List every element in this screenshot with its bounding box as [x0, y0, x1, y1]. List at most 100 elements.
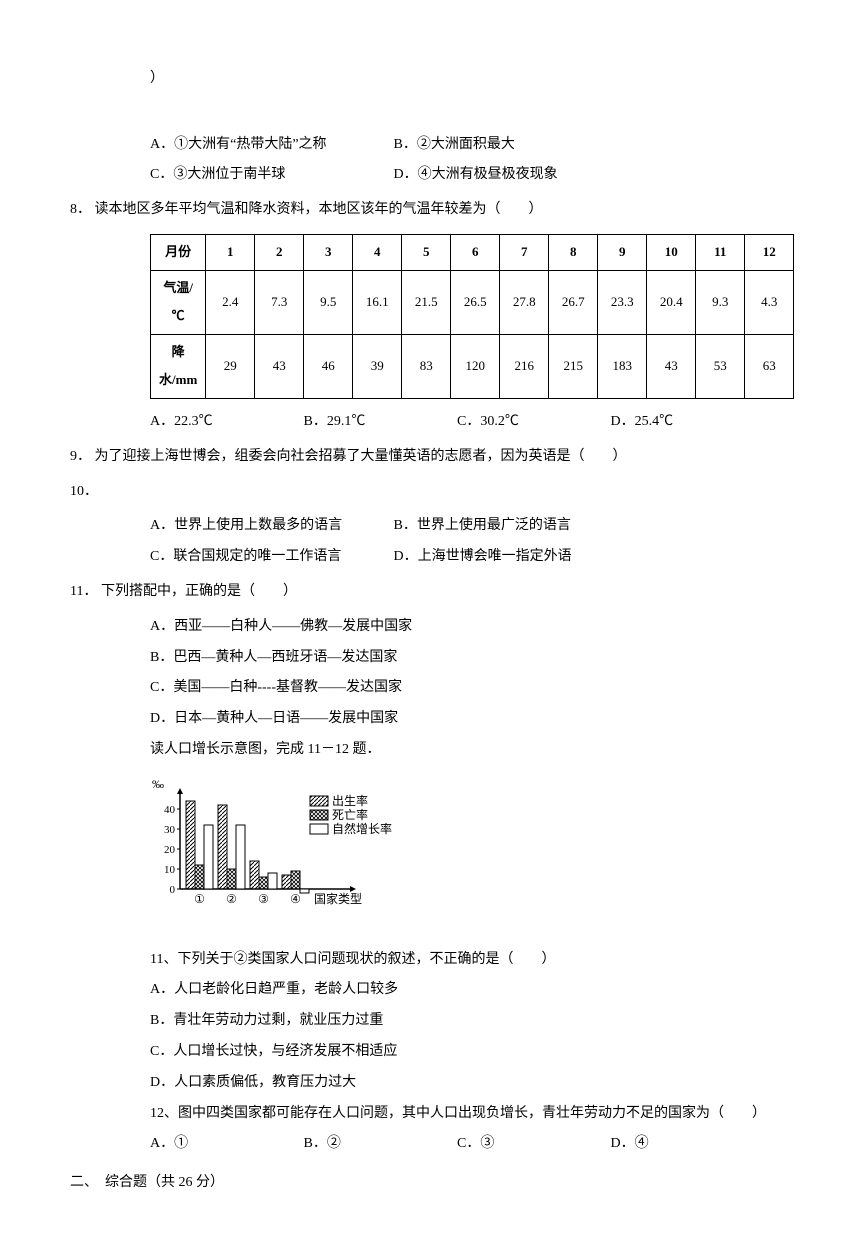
- q10-options-row2: C．联合国规定的唯一工作语言 D．上海世博会唯一指定外语: [70, 542, 790, 573]
- q8-text: 读本地区多年平均气温和降水资料，本地区该年的气温年较差为（ ）: [95, 202, 543, 217]
- table-cell: 183: [598, 334, 647, 398]
- svg-text:0: 0: [170, 884, 176, 896]
- table-header: 3: [304, 234, 353, 270]
- q10-option-c: C．联合国规定的唯一工作语言: [150, 542, 390, 573]
- table-row: 降水/mm2943463983120216215183435363: [151, 334, 794, 398]
- q11-option-b: B．巴西—黄种人—西班牙语—发达国家: [70, 643, 790, 674]
- table-cell: 21.5: [402, 270, 451, 334]
- q8: 8． 读本地区多年平均气温和降水资料，本地区该年的气温年较差为（ ）: [70, 195, 790, 226]
- svg-text:40: 40: [164, 804, 176, 816]
- table-cell: 215: [549, 334, 598, 398]
- q12-option-b: B．②: [304, 1129, 454, 1160]
- svg-text:自然增长率: 自然增长率: [332, 821, 392, 836]
- svg-text:‰: ‰: [152, 777, 164, 791]
- section-2-heading: 二、 综合题（共 26 分）: [70, 1168, 790, 1199]
- q10-option-b: B．世界上使用最广泛的语言: [394, 511, 634, 542]
- svg-text:20: 20: [164, 844, 176, 856]
- table-cell: 降水/mm: [151, 334, 206, 398]
- table-header: 10: [647, 234, 696, 270]
- q11sub-option-c: C．人口增长过快，与经济发展不相适应: [70, 1037, 790, 1068]
- q11sub-text: 11、下列关于②类国家人口问题现状的叙述，不正确的是（ ）: [70, 945, 790, 976]
- q11-num: 11．: [70, 577, 97, 608]
- q12-option-d: D．④: [611, 1129, 761, 1160]
- svg-text:30: 30: [164, 824, 176, 836]
- table-cell: 26.7: [549, 270, 598, 334]
- table-header: 4: [353, 234, 402, 270]
- table-cell: 气温/℃: [151, 270, 206, 334]
- svg-text:国家类型: 国家类型: [314, 891, 362, 906]
- q11-option-c: C．美国——白种----基督教——发达国家: [70, 673, 790, 704]
- q10: 10．: [70, 477, 790, 508]
- svg-text:①: ①: [194, 892, 205, 906]
- q9-num: 9．: [70, 442, 91, 473]
- table-header: 1: [206, 234, 255, 270]
- q11-text: 下列搭配中，正确的是（ ）: [101, 584, 297, 599]
- table-header: 6: [451, 234, 500, 270]
- table-cell: 20.4: [647, 270, 696, 334]
- q11sub-option-b: B．青壮年劳动力过剩，就业压力过重: [70, 1006, 790, 1037]
- svg-text:10: 10: [164, 864, 176, 876]
- svg-text:出生率: 出生率: [332, 793, 368, 808]
- q7-option-c: C．③大洲位于南半球: [150, 160, 390, 191]
- chart-intro: 读人口增长示意图，完成 11－12 题．: [70, 735, 790, 766]
- q7-option-b: B．②大洲面积最大: [394, 130, 634, 161]
- svg-text:②: ②: [226, 892, 237, 906]
- q8-option-d: D．25.4℃: [611, 407, 761, 438]
- table-cell: 7.3: [255, 270, 304, 334]
- table-cell: 83: [402, 334, 451, 398]
- table-header: 2: [255, 234, 304, 270]
- q8-num: 8．: [70, 195, 91, 226]
- q7-tail: ）: [70, 64, 790, 95]
- table-cell: 43: [647, 334, 696, 398]
- svg-text:死亡率: 死亡率: [332, 807, 368, 822]
- table-cell: 63: [745, 334, 794, 398]
- q12-option-c: C．③: [457, 1129, 607, 1160]
- q10-option-a: A．世界上使用上数最多的语言: [150, 511, 390, 542]
- q7-options-row1: A．①大洲有“热带大陆”之称 B．②大洲面积最大: [70, 130, 790, 161]
- table-cell: 26.5: [451, 270, 500, 334]
- svg-text:④: ④: [290, 892, 301, 906]
- q12-text: 12、图中四类国家都可能存在人口问题，其中人口出现负增长，青壮年劳动力不足的国家…: [70, 1099, 790, 1130]
- q7-option-a: A．①大洲有“热带大陆”之称: [150, 130, 390, 161]
- table-header: 9: [598, 234, 647, 270]
- population-chart: ‰ 0 10 20 30 40 ① ② ③ ④ 国家类型 出生率死亡率自然增长率: [70, 774, 790, 937]
- chart-svg: ‰ 0 10 20 30 40 ① ② ③ ④ 国家类型 出生率死亡率自然增长率: [150, 774, 410, 924]
- svg-text:③: ③: [258, 892, 269, 906]
- q11-option-d: D．日本—黄种人—日语——发展中国家: [70, 704, 790, 735]
- q10-options-row1: A．世界上使用上数最多的语言 B．世界上使用最广泛的语言: [70, 511, 790, 542]
- table-header: 11: [696, 234, 745, 270]
- q8-data-table: 月份123456789101112 气温/℃2.47.39.516.121.52…: [150, 234, 794, 399]
- table-cell: 23.3: [598, 270, 647, 334]
- q9-text: 为了迎接上海世博会，组委会向社会招募了大量懂英语的志愿者，因为英语是（ ）: [95, 449, 627, 464]
- table-cell: 43: [255, 334, 304, 398]
- table-cell: 2.4: [206, 270, 255, 334]
- table-header: 5: [402, 234, 451, 270]
- q11sub-option-a: A．人口老龄化日趋严重，老龄人口较多: [70, 975, 790, 1006]
- q12-options: A．① B．② C．③ D．④: [70, 1129, 790, 1160]
- table-header: 12: [745, 234, 794, 270]
- table-row: 气温/℃2.47.39.516.121.526.527.826.723.320.…: [151, 270, 794, 334]
- table-cell: 9.3: [696, 270, 745, 334]
- table-cell: 39: [353, 334, 402, 398]
- table-cell: 120: [451, 334, 500, 398]
- q11: 11． 下列搭配中，正确的是（ ）: [70, 577, 790, 608]
- q11sub-option-d: D．人口素质偏低，教育压力过大: [70, 1068, 790, 1099]
- table-cell: 53: [696, 334, 745, 398]
- q11-option-a: A．西亚——白种人——佛教—发展中国家: [70, 612, 790, 643]
- table-cell: 216: [500, 334, 549, 398]
- table-header: 8: [549, 234, 598, 270]
- q8-options: A．22.3℃ B．29.1℃ C．30.2℃ D．25.4℃: [70, 407, 790, 438]
- q7-option-d: D．④大洲有极昼极夜现象: [394, 160, 594, 191]
- q8-option-a: A．22.3℃: [150, 407, 300, 438]
- q10-num: 10．: [70, 477, 98, 508]
- q9: 9． 为了迎接上海世博会，组委会向社会招募了大量懂英语的志愿者，因为英语是（ ）: [70, 442, 790, 473]
- table-cell: 27.8: [500, 270, 549, 334]
- q7-options-row2: C．③大洲位于南半球 D．④大洲有极昼极夜现象: [70, 160, 790, 191]
- table-cell: 9.5: [304, 270, 353, 334]
- q10-option-d: D．上海世博会唯一指定外语: [394, 542, 594, 573]
- q8-option-b: B．29.1℃: [304, 407, 454, 438]
- table-cell: 16.1: [353, 270, 402, 334]
- q12-option-a: A．①: [150, 1129, 300, 1160]
- table-header: 7: [500, 234, 549, 270]
- table-cell: 46: [304, 334, 353, 398]
